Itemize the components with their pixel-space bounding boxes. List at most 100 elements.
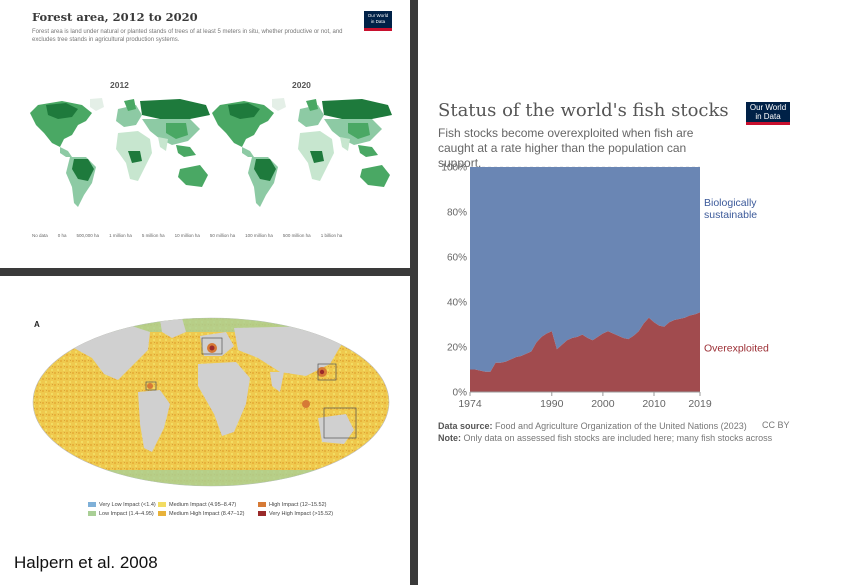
series-label-overexploited: Overexploited — [704, 343, 769, 355]
hotspot-se-asia — [302, 400, 310, 408]
x-axis-ticks: 1974 1990 2000 2010 2019 — [458, 391, 712, 410]
legend-500k: 500,000 ha — [76, 233, 100, 238]
series-label-line: Biologically — [704, 197, 757, 209]
legend-no-data: No data — [32, 233, 48, 238]
map-india — [158, 137, 168, 151]
x-tick-label: 2000 — [591, 398, 615, 410]
map-se-asia — [176, 145, 196, 157]
logo-line-1: Our World — [367, 13, 389, 18]
y-tick-label: 60% — [447, 253, 467, 264]
legend-label: Medium High Impact (8.47–12) — [169, 511, 245, 517]
legend-high: High Impact (12–15.52) — [258, 502, 326, 508]
inset-box-europe — [201, 337, 223, 355]
legend-500m: 500 million ha — [282, 233, 311, 238]
year-label-2020: 2020 — [292, 80, 311, 90]
year-label-2012: 2012 — [110, 80, 129, 90]
inset-box-pacific — [323, 407, 357, 439]
logo-line-2: in Data — [370, 18, 386, 24]
citation-credit: Halpern et al. 2008 — [14, 553, 158, 572]
land-south-america — [138, 390, 170, 452]
area-biologically-sustainable[interactable] — [470, 167, 700, 372]
legend-label: High Impact (12–15.52) — [269, 502, 327, 508]
swatch-very-low — [88, 502, 96, 508]
legend-0ha: 0 ha — [57, 233, 67, 238]
legend-medium-high: Medium High Impact (8.47–12) — [158, 511, 245, 517]
legend-label: Very High Impact (>15.52) — [269, 511, 334, 517]
legend-very-high: Very High Impact (>15.52) — [258, 511, 333, 517]
forest-area-panel: Forest area, 2012 to 2020 Forest area is… — [0, 0, 410, 268]
antarctic-band — [33, 470, 389, 486]
swatch-medium-high — [158, 511, 166, 517]
legend-50m: 50 million ha — [209, 233, 236, 238]
forest-world-maps — [30, 98, 392, 207]
fish-chart-title: Status of the world's fish stocks — [438, 100, 729, 121]
x-tick-label: 1990 — [540, 398, 564, 410]
owid-logo: Our World in Data — [746, 102, 790, 125]
fish-stocks-panel: Status of the world's fish stocks Fish s… — [418, 0, 862, 585]
fish-stocks-area-chart: 0%20%40%60%80%100% 1974 1990 2000 2010 2019 … — [441, 163, 769, 411]
map-canada-forest — [46, 103, 78, 119]
arctic-band — [33, 318, 389, 332]
horizontal-divider — [0, 268, 410, 276]
y-tick-label: 20% — [447, 343, 467, 354]
map-congo — [128, 151, 142, 163]
map-brazil — [72, 159, 94, 181]
y-tick-label: 0% — [453, 388, 468, 399]
legend-label: Very Low Impact (<1.4) — [99, 502, 156, 508]
map-greenland — [90, 98, 104, 111]
note-text: Only data on assessed fish stocks are in… — [463, 433, 773, 443]
y-tick-label: 40% — [447, 298, 467, 309]
x-tick-label: 1974 — [458, 398, 482, 410]
forest-legend: No data 0 ha 500,000 ha 1 million ha 5 milli… — [32, 233, 392, 238]
series-label-sustainable: Biologically sustainable — [704, 197, 757, 221]
map-australia — [178, 165, 208, 187]
y-tick-label: 100% — [441, 163, 467, 174]
inset-box-east-asia — [317, 363, 337, 381]
legend-medium: Medium Impact (4.95–8.47) — [158, 502, 236, 508]
ocean-impact-map — [32, 317, 390, 487]
swatch-medium — [158, 502, 166, 508]
map-scandinavia — [124, 99, 136, 111]
source-text[interactable]: Food and Agriculture Organization of the… — [495, 421, 747, 431]
license-link[interactable]: CC BY — [762, 420, 790, 430]
series-label-line: sustainable — [704, 209, 757, 221]
x-tick-label: 2010 — [642, 398, 666, 410]
hotspot-east-china-core — [319, 369, 325, 375]
area-overexploited[interactable] — [470, 312, 700, 392]
forest-subtitle: Forest area is land under natural or pla… — [32, 29, 343, 43]
logo-line-2: in Data — [755, 111, 781, 121]
legend-very-low: Very Low Impact (<1.4) — [88, 502, 156, 508]
world-map-2012 — [30, 98, 210, 207]
legend-1m: 1 million ha — [109, 233, 132, 238]
forest-title: Forest area, 2012 to 2020 — [32, 10, 198, 24]
legend-label: Low Impact (1.4–4.95) — [99, 511, 154, 517]
land-asia — [234, 326, 344, 376]
land-greenland — [160, 318, 186, 338]
land-india — [270, 372, 284, 392]
swatch-very-high — [258, 511, 266, 517]
map-north-america — [30, 101, 92, 147]
swatch-low — [88, 511, 96, 517]
land-australia — [318, 414, 354, 444]
x-tick-label: 2019 — [688, 398, 712, 410]
map-china — [166, 123, 188, 139]
logo-line-1: Our World — [749, 103, 787, 112]
data-source-note: Data source: Food and Agriculture Organi… — [438, 420, 798, 444]
vertical-divider — [410, 0, 418, 585]
halpern-impact-panel: A — [0, 276, 410, 585]
y-tick-label: 80% — [447, 208, 467, 219]
y-axis-ticks: 0% 20% 40% 60% 80% 100% — [441, 163, 467, 399]
legend-10m: 10 million ha — [174, 233, 200, 238]
legend-1b: 1 billion ha — [320, 233, 343, 238]
land-africa — [198, 362, 250, 436]
legend-low: Low Impact (1.4–4.95) — [88, 511, 154, 517]
legend-100m: 100 million ha — [245, 233, 273, 238]
legend-5m: 5 million ha — [141, 233, 165, 238]
map-europe — [116, 105, 142, 127]
panel-letter: A — [34, 320, 40, 329]
world-map-2020 — [212, 98, 392, 207]
note-label: Note: — [438, 433, 461, 443]
swatch-high — [258, 502, 266, 508]
source-label: Data source: — [438, 421, 493, 431]
hotspot-north-sea-core — [209, 345, 215, 351]
